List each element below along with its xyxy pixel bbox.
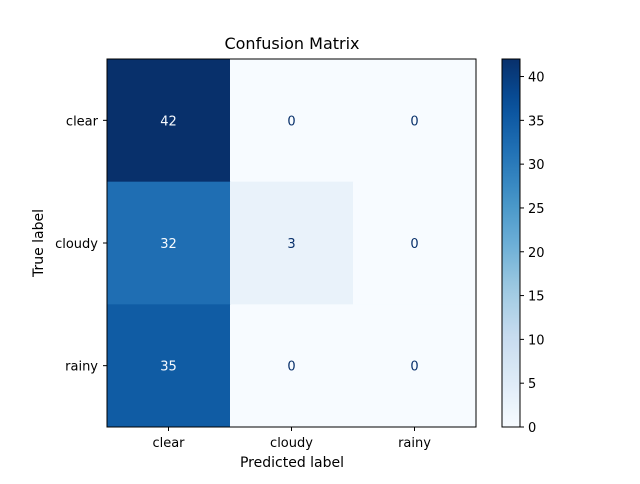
colorbar-tick-label: 40	[528, 71, 545, 86]
x-axis-label: Predicted label	[240, 455, 344, 471]
cell-value-label: 0	[410, 360, 418, 375]
heatmap-cell	[353, 181, 477, 305]
colorbar-tick-label: 35	[528, 114, 545, 129]
heatmap-cells	[107, 59, 477, 428]
heatmap-cell-labels: 42 0 0 32 3 0 35 0 0	[160, 114, 418, 374]
colorbar-gradient	[501, 58, 521, 428]
cell-value-label: 3	[287, 237, 295, 252]
colorbar-tick-label: 25	[528, 202, 545, 217]
colorbar-tick-label: 5	[528, 377, 536, 392]
heatmap-cell	[230, 304, 354, 428]
x-tick-label: clear	[152, 436, 185, 451]
x-tick-label: cloudy	[270, 436, 313, 451]
cell-value-label: 42	[160, 114, 177, 129]
heatmap-cell	[353, 59, 477, 183]
colorbar-tick-label: 15	[528, 290, 545, 305]
colorbar-tick-label: 30	[528, 158, 545, 173]
heatmap-cell	[230, 59, 354, 183]
cell-value-label: 0	[410, 114, 418, 129]
heatmap-cell	[230, 181, 354, 305]
colorbar: 0 5 10 15 20 25 30 35 40	[501, 58, 545, 436]
heatmap-cell	[107, 59, 231, 183]
y-axis-label: True label	[31, 209, 47, 278]
colorbar-tick-label: 0	[528, 421, 536, 436]
colorbar-tick-label: 20	[528, 246, 545, 261]
cell-value-label: 0	[287, 114, 295, 129]
cell-value-label: 35	[160, 360, 177, 375]
y-axis-ticks: clear cloudy rainy	[55, 114, 107, 375]
y-tick-label: cloudy	[55, 237, 98, 252]
cell-value-label: 0	[287, 360, 295, 375]
y-tick-label: rainy	[65, 360, 98, 375]
heatmap-cell	[107, 181, 231, 305]
chart-title: Confusion Matrix	[224, 34, 359, 53]
y-tick-label: clear	[66, 114, 99, 129]
heatmap-cell	[107, 304, 231, 428]
colorbar-tick-label: 10	[528, 333, 545, 348]
cell-value-label: 0	[410, 237, 418, 252]
cell-value-label: 32	[160, 237, 177, 252]
x-axis-ticks: clear cloudy rainy	[152, 427, 431, 451]
heatmap-cell	[353, 304, 477, 428]
x-tick-label: rainy	[398, 436, 431, 451]
